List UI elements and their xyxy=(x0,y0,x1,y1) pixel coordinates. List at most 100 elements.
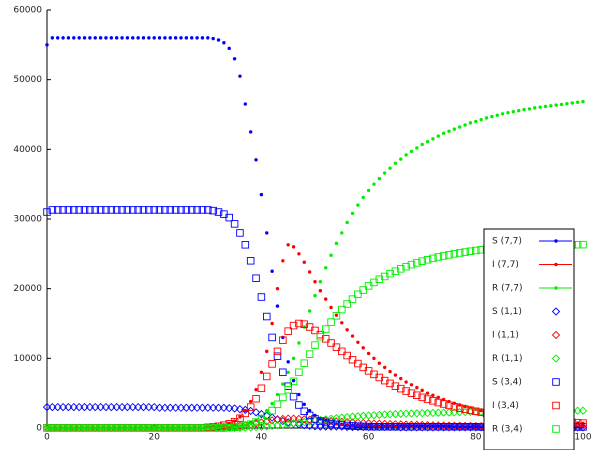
point xyxy=(463,123,467,127)
legend-label: S (3,4) xyxy=(492,378,522,388)
point xyxy=(431,393,435,397)
point xyxy=(284,327,292,335)
point xyxy=(284,414,293,423)
point xyxy=(316,332,325,341)
point xyxy=(434,253,443,261)
point xyxy=(404,380,408,384)
point xyxy=(466,422,475,431)
point xyxy=(393,373,398,377)
point xyxy=(259,370,264,374)
point xyxy=(452,127,457,131)
x-tick-label: 60 xyxy=(363,433,375,443)
point xyxy=(273,352,282,360)
point xyxy=(82,426,87,430)
point xyxy=(334,313,339,317)
point xyxy=(334,241,339,246)
point xyxy=(246,420,255,428)
legend-marker xyxy=(554,262,558,267)
point xyxy=(85,402,95,412)
point xyxy=(252,394,260,403)
point xyxy=(350,211,355,216)
point xyxy=(211,36,215,41)
point xyxy=(345,220,349,225)
point xyxy=(42,402,52,412)
point xyxy=(318,280,323,284)
point xyxy=(204,206,212,214)
point xyxy=(324,266,328,270)
point xyxy=(204,424,212,432)
point xyxy=(102,424,110,432)
point xyxy=(297,341,301,345)
point xyxy=(579,240,587,249)
x-tick-label: 0 xyxy=(44,433,50,443)
point xyxy=(238,415,242,419)
point xyxy=(69,402,78,412)
point xyxy=(359,422,367,431)
point xyxy=(466,247,475,256)
point xyxy=(252,418,260,426)
point xyxy=(415,146,419,150)
point xyxy=(348,422,357,430)
point xyxy=(171,206,180,214)
point xyxy=(236,422,244,431)
point xyxy=(248,130,253,134)
point xyxy=(141,36,146,40)
point xyxy=(112,206,121,214)
point xyxy=(80,424,89,432)
point xyxy=(397,422,405,431)
legend-marker xyxy=(551,330,561,340)
point xyxy=(310,422,320,431)
point xyxy=(354,359,362,368)
point xyxy=(241,421,250,430)
point xyxy=(516,108,521,113)
point xyxy=(236,229,244,237)
point xyxy=(91,206,99,214)
point xyxy=(377,361,382,365)
point xyxy=(198,424,207,432)
point xyxy=(445,251,453,259)
point xyxy=(472,407,480,416)
point xyxy=(163,36,167,40)
point xyxy=(425,391,430,395)
point xyxy=(413,391,421,400)
point xyxy=(382,171,387,175)
point xyxy=(281,259,285,263)
point xyxy=(209,424,217,432)
point xyxy=(291,356,296,361)
point xyxy=(291,378,296,383)
point xyxy=(236,414,244,422)
point xyxy=(279,393,287,402)
point xyxy=(243,102,248,106)
point xyxy=(311,415,319,423)
point xyxy=(305,350,314,358)
point xyxy=(75,402,84,412)
point xyxy=(136,426,140,430)
point xyxy=(136,36,140,40)
point xyxy=(225,213,233,222)
x-tick-label: 20 xyxy=(148,433,160,443)
point xyxy=(107,424,116,432)
point xyxy=(80,402,89,412)
point xyxy=(338,421,346,429)
y-tick-label: 30000 xyxy=(13,215,42,225)
point xyxy=(129,206,137,214)
y-tick-label: 60000 xyxy=(13,6,42,16)
point xyxy=(259,192,264,197)
point xyxy=(109,36,114,40)
point xyxy=(348,418,357,427)
point xyxy=(418,257,426,265)
point xyxy=(425,139,430,144)
point xyxy=(281,335,285,340)
point xyxy=(284,418,293,427)
point xyxy=(270,321,274,326)
point xyxy=(161,424,169,432)
point xyxy=(343,300,351,308)
point xyxy=(429,254,437,263)
point xyxy=(257,415,266,424)
point xyxy=(313,280,317,284)
point xyxy=(184,36,189,40)
point xyxy=(337,417,346,426)
point xyxy=(361,346,365,350)
point xyxy=(66,426,71,430)
